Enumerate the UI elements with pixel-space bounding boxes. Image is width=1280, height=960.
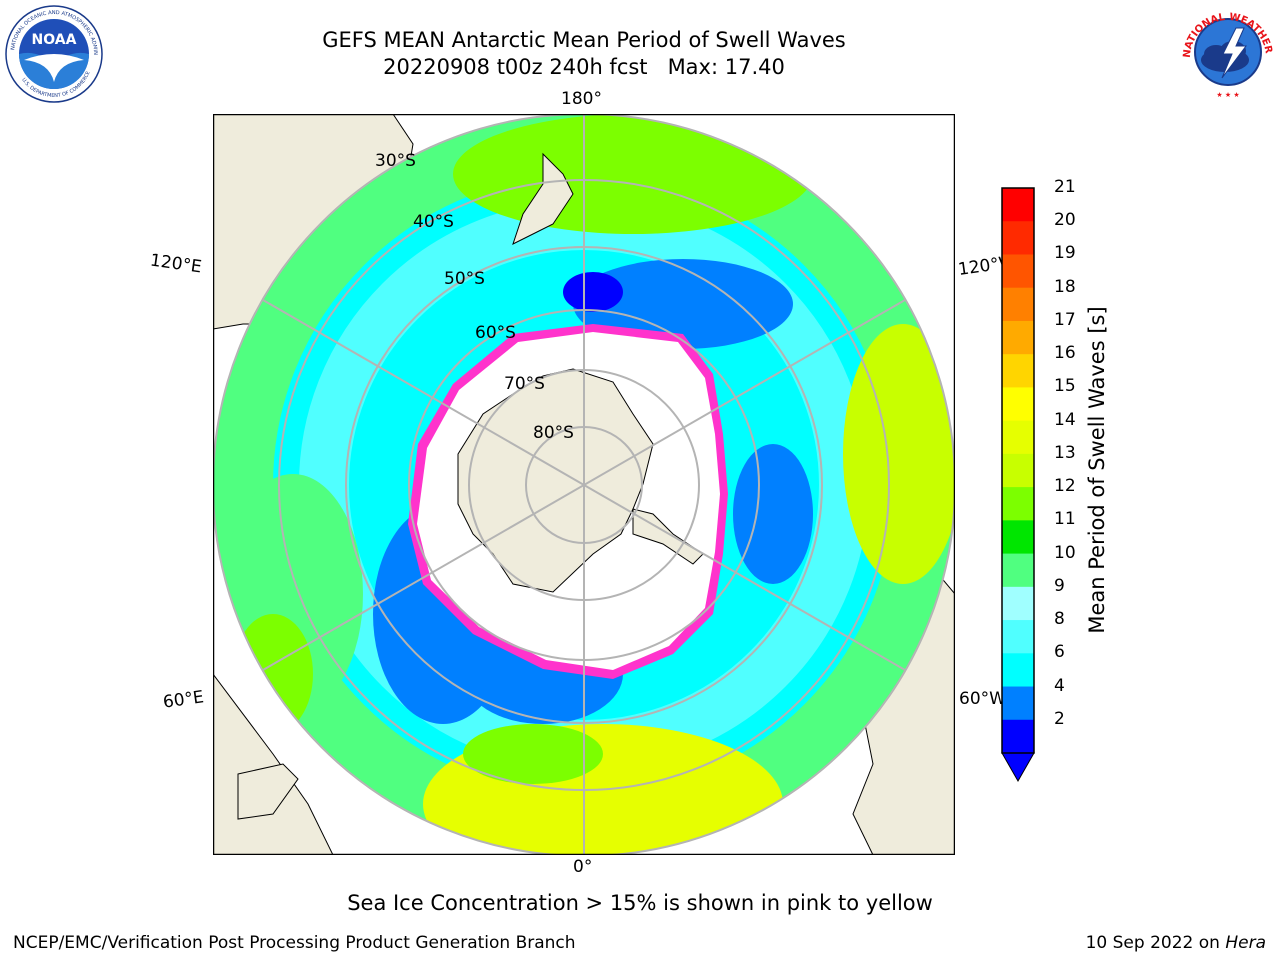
lat-label-70s: 70°S xyxy=(504,374,545,394)
colorbar-tick-label: 6 xyxy=(1054,642,1065,663)
lon-label-120e: 120°E xyxy=(148,250,203,278)
polar-map xyxy=(212,113,956,856)
lon-label-180: 180° xyxy=(561,89,602,109)
lat-label-60s: 60°S xyxy=(475,323,516,343)
colorbar-tick-label: 16 xyxy=(1054,343,1076,364)
polar-map-canvas xyxy=(212,113,956,856)
graticule xyxy=(213,114,955,855)
run-date-text: 10 Sep 2022 on xyxy=(1085,933,1226,953)
run-date: 10 Sep 2022 on Hera xyxy=(1086,933,1266,953)
colorbar-cell xyxy=(1002,254,1034,289)
colorbar-cell xyxy=(1002,320,1034,355)
colorbar-cell xyxy=(1002,719,1034,754)
chart-title: GEFS MEAN Antarctic Mean Period of Swell… xyxy=(322,28,846,52)
sea-ice-caption: Sea Ice Concentration > 15% is shown in … xyxy=(347,891,933,915)
colorbar-tick-label: 14 xyxy=(1054,409,1076,430)
svg-text:★ ★ ★: ★ ★ ★ xyxy=(1216,91,1239,99)
lat-label-30s: 30°S xyxy=(375,151,416,171)
nws-logo-icon: NATIONAL WEATHER SERVICE ★ ★ ★ xyxy=(1178,2,1276,100)
colorbar-cell xyxy=(1002,686,1034,721)
colorbar-cell xyxy=(1002,520,1034,555)
lat-label-40s: 40°S xyxy=(413,212,454,232)
colorbar-tick-label: 12 xyxy=(1054,476,1076,497)
colorbar-cell xyxy=(1002,553,1034,588)
colorbar xyxy=(1001,187,1035,783)
chart-subtitle: 20220908 t00z 240h fcst Max: 17.40 xyxy=(383,55,785,79)
noaa-logo-icon: NOAA NATIONAL OCEANIC AND ATMOSPHERIC AD… xyxy=(4,4,103,103)
lat-label-50s: 50°S xyxy=(444,269,485,289)
colorbar-tick-label: 9 xyxy=(1054,575,1065,596)
colorbar-tick-label: 13 xyxy=(1054,442,1076,463)
colorbar-tick-label: 10 xyxy=(1054,542,1076,563)
colorbar-cell xyxy=(1002,287,1034,322)
colorbar-tick-label: 18 xyxy=(1054,276,1076,297)
colorbar-tick-label: 19 xyxy=(1054,243,1076,264)
colorbar-tick-label: 15 xyxy=(1054,376,1076,397)
colorbar-cell xyxy=(1002,453,1034,488)
colorbar-tick-label: 8 xyxy=(1054,609,1065,630)
colorbar-tick-label: 4 xyxy=(1054,675,1065,696)
colorbar-cell xyxy=(1002,653,1034,688)
colorbar-tick-label: 17 xyxy=(1054,309,1076,330)
colorbar-cell xyxy=(1002,188,1034,222)
colorbar-tick-label: 20 xyxy=(1054,210,1076,231)
colorbar-cell xyxy=(1002,420,1034,455)
colorbar-cell xyxy=(1002,487,1034,521)
land-madagascar xyxy=(237,763,299,820)
colorbar-cell xyxy=(1002,387,1034,422)
colorbar-tick-label: 2 xyxy=(1054,708,1065,729)
colorbar-cell xyxy=(1002,221,1034,255)
colorbar-extend-arrow xyxy=(1001,752,1035,783)
colorbar-tick-label: 11 xyxy=(1054,509,1076,530)
colorbar-cell xyxy=(1002,586,1034,621)
lat-label-80s: 80°S xyxy=(533,423,574,443)
lon-label-0: 0° xyxy=(573,857,593,877)
lon-label-60e: 60°E xyxy=(161,687,206,713)
svg-text:NOAA: NOAA xyxy=(32,32,77,48)
colorbar-tick-label: 21 xyxy=(1054,177,1076,197)
producer-credit: NCEP/EMC/Verification Post Processing Pr… xyxy=(13,933,576,953)
colorbar-label: Mean Period of Swell Waves [s] xyxy=(1085,306,1109,634)
colorbar-cell xyxy=(1002,354,1034,388)
colorbar-cell xyxy=(1002,620,1034,654)
lon-label-60w: 60°W xyxy=(959,689,1006,709)
run-system: Hera xyxy=(1225,933,1266,953)
